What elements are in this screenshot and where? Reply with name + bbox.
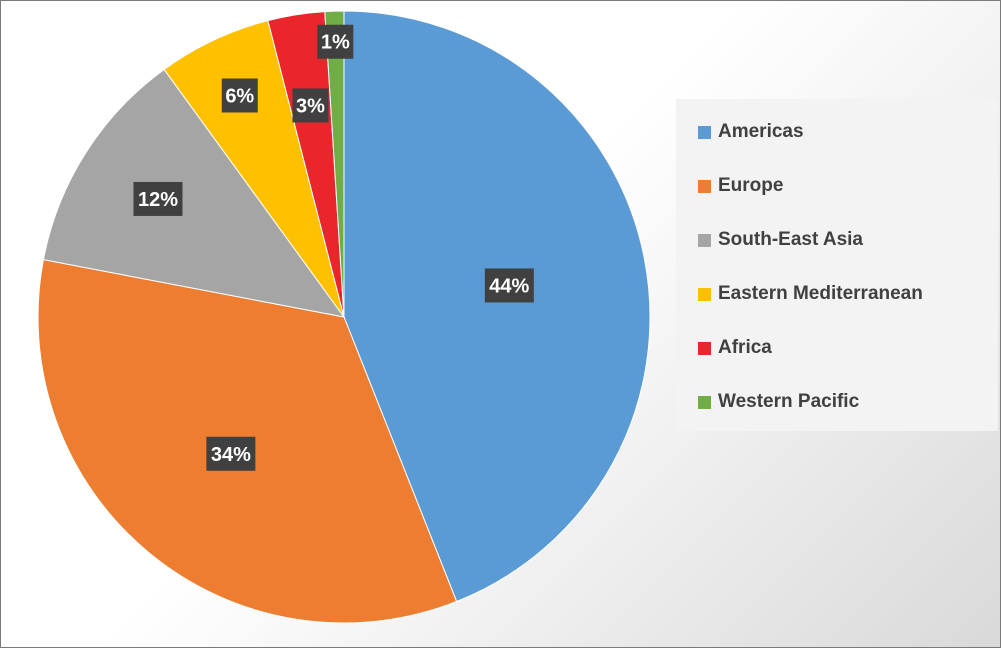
data-label-box-western-pacific	[317, 24, 354, 59]
data-label-text-africa: 3%	[296, 95, 325, 117]
legend-label-south-east-asia: South-East Asia	[718, 229, 863, 250]
data-label-box-africa	[292, 88, 329, 123]
legend-label-africa: Africa	[718, 337, 772, 358]
data-label-europe: 34%	[206, 436, 256, 471]
legend-item-western-pacific: Western Pacific	[676, 388, 859, 416]
data-label-text-europe: 34%	[211, 444, 251, 466]
data-label-text-americas: 44%	[489, 275, 529, 297]
legend: Americas Europe South-East Asia Eastern …	[676, 99, 998, 431]
legend-swatch-south-east-asia	[698, 233, 711, 247]
pie-slice-western-pacific	[324, 10, 345, 318]
legend-swatch-africa	[698, 341, 711, 355]
pie-data-labels: 44% 34% 12% 6% 3% 1%	[133, 24, 534, 471]
legend-label-americas: Americas	[718, 121, 804, 142]
data-label-box-eastern-mediterranean	[221, 78, 258, 113]
data-label-text-western-pacific: 1%	[321, 32, 350, 54]
data-label-text-south-east-asia: 12%	[138, 189, 178, 211]
legend-label-eastern-mediterranean: Eastern Mediterranean	[718, 283, 923, 304]
legend-item-eastern-mediterranean: Eastern Mediterranean	[676, 280, 923, 308]
data-label-africa: 3%	[292, 88, 329, 123]
data-label-americas: 44%	[484, 268, 534, 303]
legend-item-americas: Americas	[676, 118, 804, 146]
data-label-box-americas	[484, 268, 534, 303]
legend-swatch-americas	[698, 125, 711, 139]
data-label-text-eastern-mediterranean: 6%	[225, 85, 254, 107]
pie-slices	[37, 10, 651, 624]
legend-swatch-europe	[698, 179, 711, 193]
legend-swatch-eastern-mediterranean	[698, 287, 711, 301]
pie-slice-south-east-asia	[42, 68, 346, 318]
data-label-eastern-mediterranean: 6%	[221, 78, 258, 113]
data-label-box-europe	[206, 436, 256, 471]
legend-swatch-western-pacific	[698, 395, 711, 409]
legend-label-western-pacific: Western Pacific	[718, 391, 860, 412]
data-label-box-south-east-asia	[133, 181, 183, 216]
legend-item-africa: Africa	[676, 334, 772, 362]
legend-item-europe: Europe	[676, 172, 783, 200]
pie-slice-americas	[343, 10, 651, 603]
data-label-western-pacific: 1%	[317, 24, 354, 59]
legend-item-south-east-asia: South-East Asia	[676, 226, 863, 254]
data-label-south-east-asia: 12%	[133, 181, 183, 216]
legend-label-europe: Europe	[718, 175, 784, 196]
